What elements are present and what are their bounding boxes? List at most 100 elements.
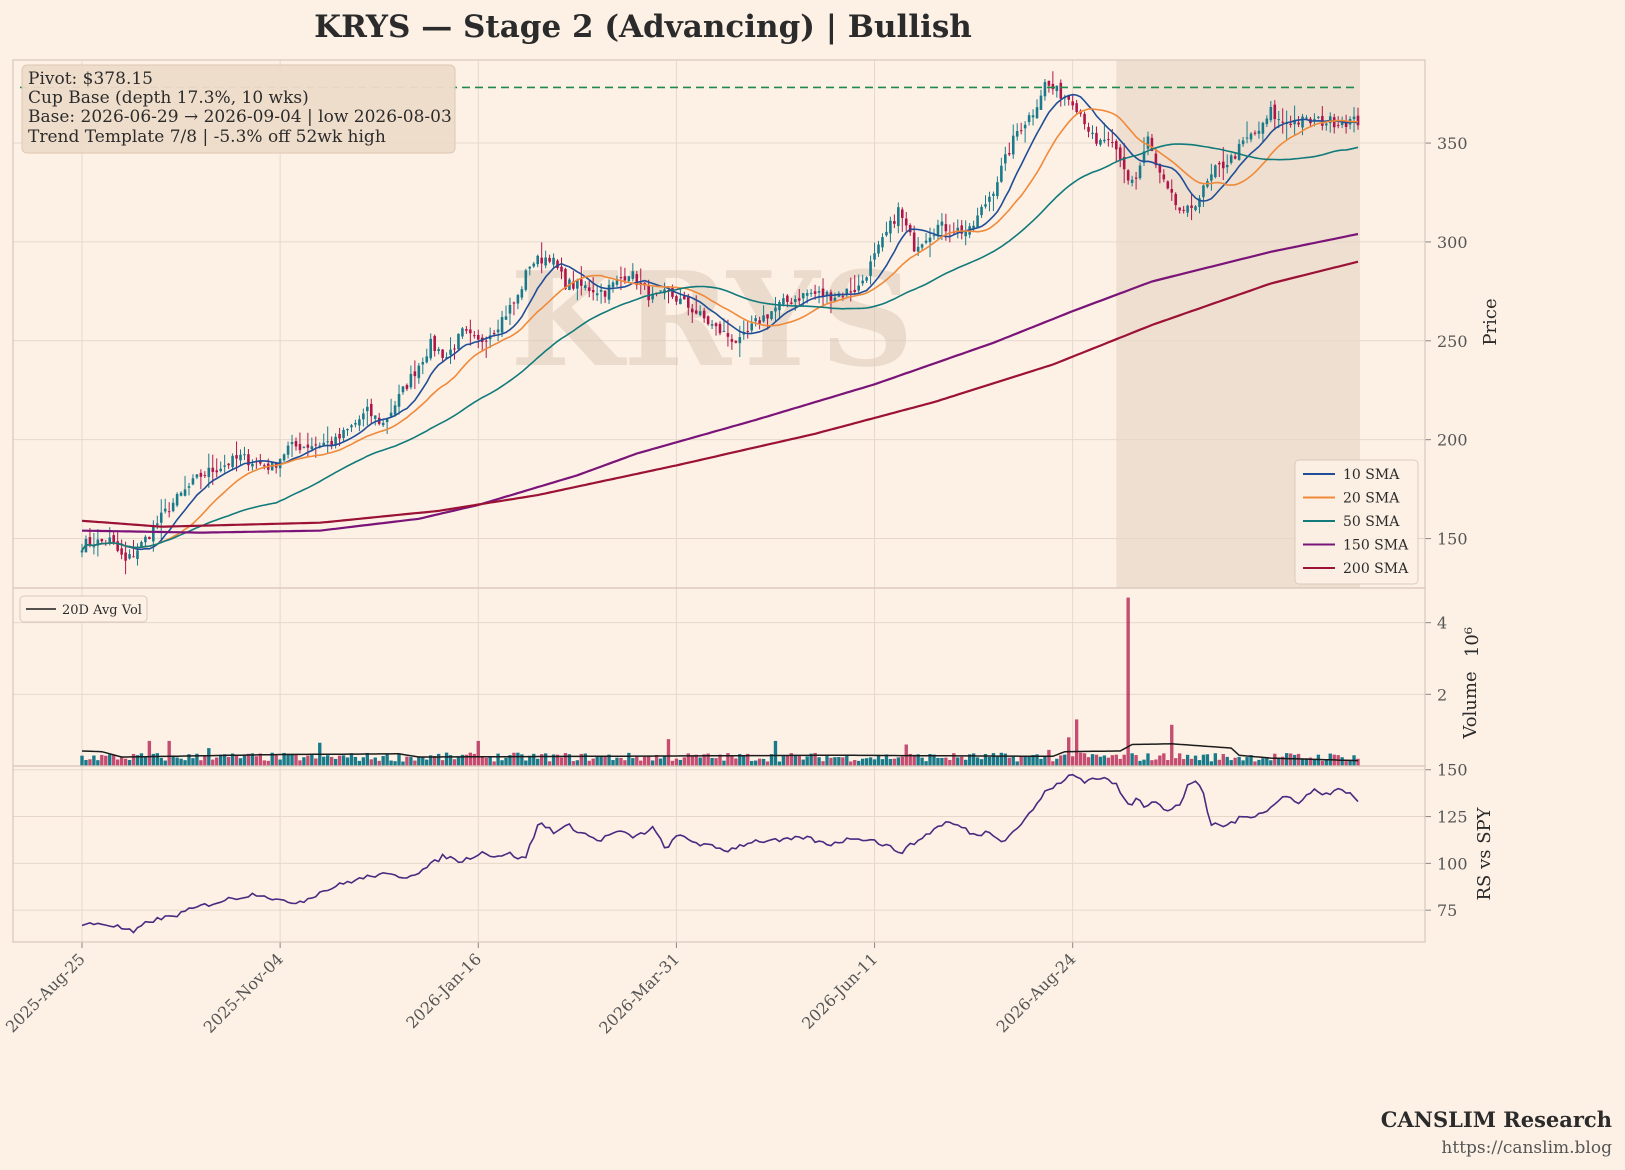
volume-bar <box>1090 754 1095 766</box>
candle-body <box>1118 147 1122 160</box>
footer-brand: CANSLIM Research <box>1381 1107 1612 1132</box>
volume-bar <box>817 757 821 766</box>
candle-body <box>528 266 532 269</box>
volume-bar <box>270 752 274 766</box>
volume-bar <box>920 757 924 766</box>
volume-bar <box>991 753 996 766</box>
candle-body <box>778 301 781 311</box>
volume-bar <box>508 755 512 766</box>
volume-bar <box>995 756 1000 766</box>
candle-body <box>1340 122 1344 126</box>
candle-body <box>306 444 310 448</box>
candle-body <box>881 237 884 248</box>
volume-bar <box>369 759 373 766</box>
volume-bar <box>159 757 163 766</box>
candle-body <box>1245 137 1249 139</box>
candle-body <box>762 315 765 322</box>
volume-bar <box>333 758 338 766</box>
candle-body <box>207 467 211 477</box>
volume-bar <box>932 754 936 766</box>
candle-body <box>1317 116 1320 118</box>
volume-bar <box>1209 761 1214 766</box>
volume-bar <box>1189 758 1194 766</box>
volume-bar <box>952 753 956 766</box>
sma-line-10-sma <box>81 93 1359 551</box>
volume-axis-label: Volume <box>1460 671 1481 739</box>
volume-bar <box>1233 757 1237 766</box>
price-panel <box>20 71 1360 575</box>
volume-legend-entry: 20D Avg Vol <box>62 603 142 618</box>
price-tick-label: 200 <box>1437 431 1468 450</box>
volume-bar <box>377 760 381 766</box>
volume-bar <box>742 755 746 766</box>
rs-line <box>81 773 1359 934</box>
candle-body <box>635 274 639 286</box>
candle-body <box>869 261 872 276</box>
legend-frame <box>1294 459 1419 585</box>
candle-body <box>849 291 853 293</box>
candle-body <box>108 537 112 543</box>
candle-body <box>453 348 456 350</box>
volume-bar <box>84 759 88 766</box>
candle-body <box>774 307 777 312</box>
candle-body <box>865 277 868 281</box>
price-axis-label: Price <box>1480 298 1501 345</box>
volume-bar <box>536 758 540 766</box>
volume-bar <box>1047 749 1051 766</box>
volume-bar <box>345 757 350 766</box>
candle-body <box>560 266 563 272</box>
volume-bar <box>543 753 548 766</box>
volume-bar <box>1288 753 1293 766</box>
candle-body <box>457 333 460 350</box>
volume-bar <box>639 760 643 766</box>
candle-body <box>1114 141 1118 150</box>
volume-bar <box>892 758 897 766</box>
volume-bar <box>785 755 790 766</box>
volume-bar <box>1070 756 1075 766</box>
candle-body <box>1218 162 1221 165</box>
volume-bar <box>722 760 726 766</box>
volume-bar <box>845 754 849 766</box>
candle-body <box>730 339 734 342</box>
volume-bar <box>92 755 96 766</box>
candle-body <box>544 257 547 266</box>
candle-body <box>734 340 738 343</box>
volume-bar <box>1193 755 1198 766</box>
volume-bar <box>278 759 282 766</box>
candle-body <box>163 508 167 512</box>
candle-body <box>1019 130 1023 132</box>
candle-body <box>1130 179 1134 183</box>
candle-body <box>381 422 385 426</box>
volume-bar <box>361 757 366 766</box>
volume-bar <box>496 753 500 766</box>
candle-body <box>441 349 444 358</box>
volume-bar <box>179 758 183 766</box>
candle-body <box>1071 101 1074 106</box>
volume-bar <box>944 757 948 766</box>
x-tick-label: 2026-Jan-16 <box>402 949 485 1032</box>
candle-body <box>580 279 583 286</box>
volume-bar <box>1051 761 1055 766</box>
volume-bar <box>226 756 231 766</box>
candle-body <box>1233 156 1237 159</box>
volume-bar <box>868 757 873 766</box>
volume-bar <box>1284 753 1289 766</box>
candle-body <box>1257 130 1261 134</box>
candle-body <box>366 406 369 412</box>
candle-body <box>227 463 230 466</box>
volume-bar <box>135 755 140 766</box>
volume-bar <box>1146 753 1150 766</box>
candle-body <box>116 541 119 551</box>
volume-bar <box>1324 760 1328 766</box>
volume-bar <box>662 755 667 766</box>
candle-body <box>754 318 757 322</box>
candle-body <box>449 349 452 355</box>
volume-bar <box>401 761 405 766</box>
candle-body <box>425 356 429 363</box>
volume-bar <box>1078 752 1083 766</box>
candle-body <box>1075 103 1078 113</box>
volume-bar <box>207 748 211 766</box>
candle-body <box>302 446 306 448</box>
price-tick-label: 250 <box>1437 332 1468 351</box>
candle-body <box>647 285 650 301</box>
